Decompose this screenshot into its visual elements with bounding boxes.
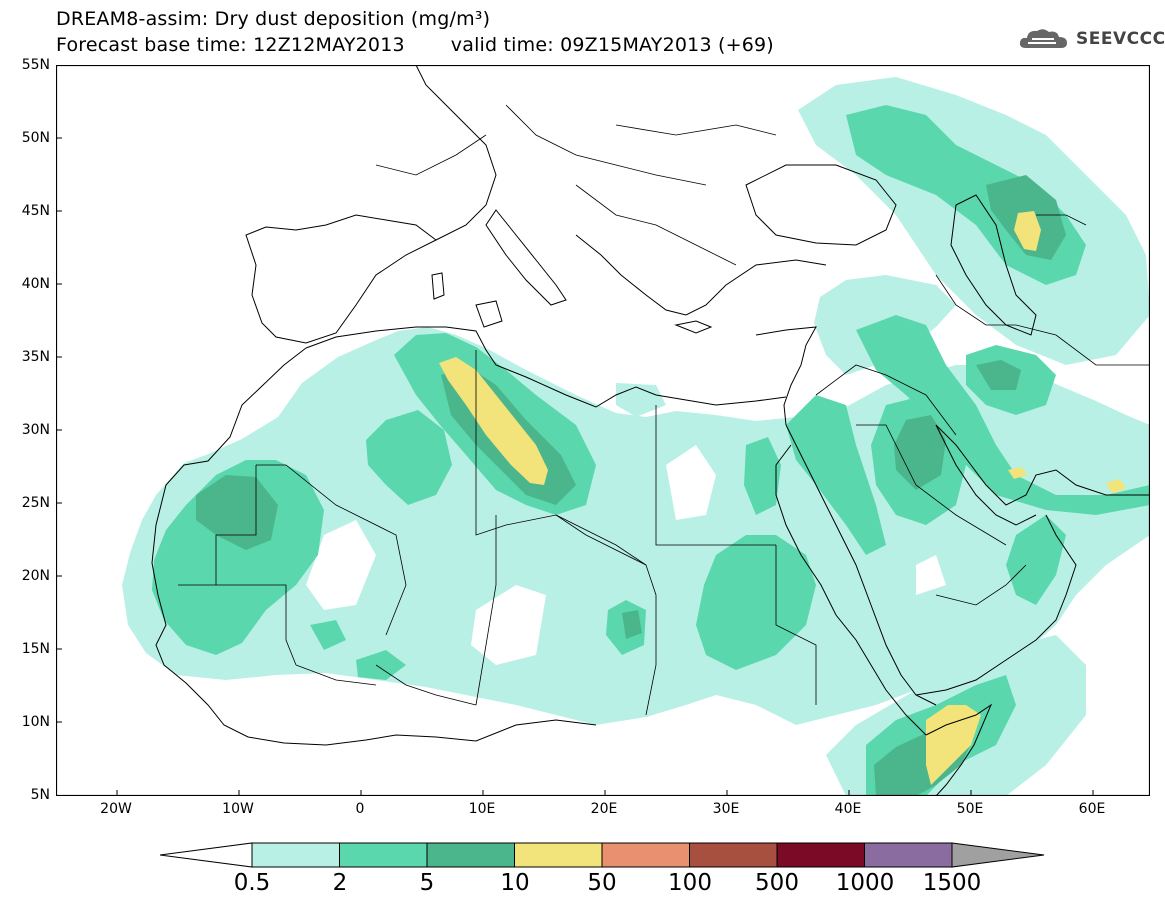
cloud-icon: [1019, 29, 1067, 48]
colorbar-over-arrow: [951, 842, 1045, 868]
lon-label-40e: 40E: [834, 801, 862, 817]
lon-label-20w: 20W: [100, 801, 132, 817]
colorbar-swatch-6: [689, 842, 778, 868]
lat-label-45n: 45N: [21, 203, 50, 219]
lat-label-55n: 55N: [21, 57, 50, 73]
logo-text: SEEVCCC: [1076, 29, 1165, 49]
colorbar-swatch-8: [864, 842, 953, 868]
lon-label-30e: 30E: [712, 801, 740, 817]
lon-label-10e: 10E: [468, 801, 496, 817]
lat-label-30n: 30N: [21, 422, 50, 438]
colorbar-swatch-1: [251, 842, 340, 868]
colorbar-swatch-3: [426, 842, 515, 868]
dust-deposition-map: [56, 65, 1150, 796]
colorbar-label-5: 5: [419, 870, 435, 896]
deposition-class-10: [439, 211, 1126, 785]
forecast-base-time: Forecast base time: 12Z12MAY2013: [56, 34, 405, 56]
colorbar-swatch-2: [339, 842, 428, 868]
lat-label-25n: 25N: [21, 495, 50, 511]
lat-label-35n: 35N: [21, 349, 50, 365]
lat-label-15n: 15N: [21, 641, 50, 657]
axis-ticks: [56, 137, 1094, 796]
valid-time: valid time: 09Z15MAY2013 (+69): [450, 34, 774, 56]
lon-label-10w: 10W: [222, 801, 254, 817]
time-info: Forecast base time: 12Z12MAY2013 valid ti…: [56, 34, 774, 56]
lat-label-10n: 10N: [21, 714, 50, 730]
colorbar-label-0p5: 0.5: [233, 870, 271, 896]
colorbar-label-100: 100: [668, 870, 712, 896]
coastlines: [151, 65, 1150, 796]
colorbar: [160, 842, 1045, 868]
lon-label-0: 0: [355, 801, 365, 817]
colorbar-label-1500: 1500: [922, 870, 982, 896]
country-borders: [178, 104, 1150, 716]
map-title: DREAM8-assim: Dry dust deposition (mg/m³…: [56, 8, 491, 30]
colorbar-under-arrow: [160, 842, 253, 868]
lat-label-40n: 40N: [21, 276, 50, 292]
lon-label-50e: 50E: [956, 801, 984, 817]
lat-label-5n: 5N: [30, 787, 50, 803]
colorbar-label-500: 500: [755, 870, 799, 896]
colorbar-swatch-7: [776, 842, 865, 868]
lat-label-20n: 20N: [21, 568, 50, 584]
colorbar-label-1000: 1000: [835, 870, 895, 896]
colorbar-label-2: 2: [332, 870, 348, 896]
colorbar-swatch-4: [514, 842, 603, 868]
lon-label-20e: 20E: [590, 801, 618, 817]
colorbar-label-10: 10: [500, 870, 530, 896]
colorbar-label-50: 50: [587, 870, 617, 896]
seevccc-logo: SEEVCCC: [1018, 26, 1165, 52]
colorbar-swatch-5: [601, 842, 690, 868]
lon-label-60e: 60E: [1078, 801, 1106, 817]
lat-label-50n: 50N: [21, 130, 50, 146]
